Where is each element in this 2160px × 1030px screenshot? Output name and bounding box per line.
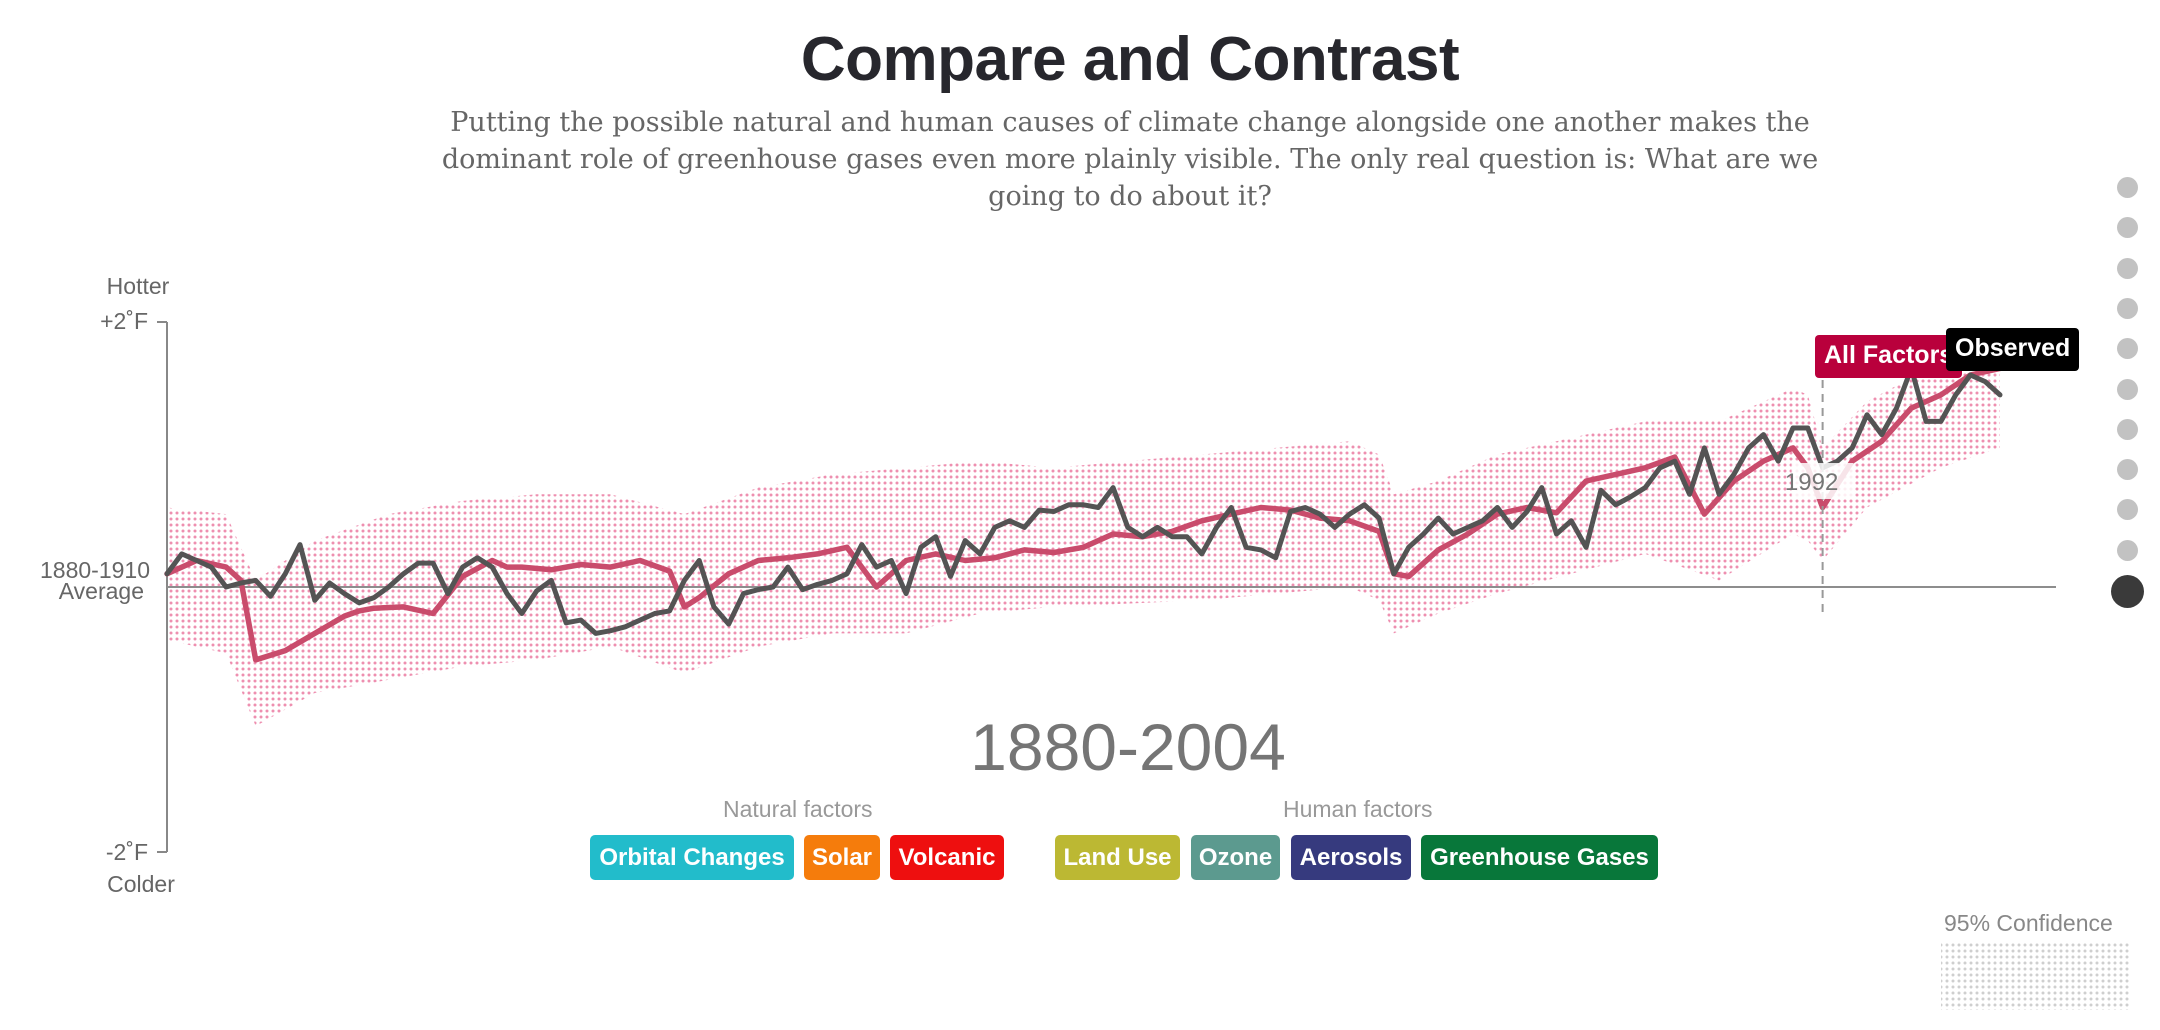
- y-label-baseline-1: 1880-1910: [40, 557, 150, 583]
- observed-label: Observed: [1946, 328, 2080, 371]
- ozone-button[interactable]: Ozone: [1191, 835, 1280, 880]
- year-marker-layer: 1992: [1785, 366, 1854, 616]
- step-dot-10[interactable]: [2117, 539, 2138, 561]
- confidence-legend-label: 95% Confidence: [1944, 910, 2113, 936]
- step-dot-2[interactable]: [2117, 217, 2138, 239]
- aerosols-button[interactable]: Aerosols: [1291, 835, 1411, 880]
- human-factors-heading: Human factors: [1283, 796, 1433, 822]
- step-dot-11[interactable]: [2111, 575, 2144, 608]
- page-subtitle: Putting the possible natural and human c…: [441, 107, 1819, 212]
- step-dot-3[interactable]: [2117, 257, 2138, 279]
- orbital-changes-button[interactable]: Orbital Changes: [590, 835, 794, 880]
- step-dot-5[interactable]: [2117, 338, 2138, 360]
- step-dot-8[interactable]: [2117, 459, 2138, 481]
- confidence-legend-swatch: [1941, 942, 2129, 1010]
- greenhouse-gases-button[interactable]: Greenhouse Gases: [1421, 835, 1658, 880]
- all-factors-line: [164, 365, 2003, 663]
- period-label: 1880-2004: [970, 710, 1286, 784]
- y-label-hotter: Hotter: [107, 273, 170, 299]
- all-factors-label: All Factors: [1815, 335, 1963, 378]
- axis-layer: Hotter +2˚F 1880-1910 Average -2˚F Colde…: [40, 273, 2056, 897]
- step-dot-6[interactable]: [2117, 378, 2138, 400]
- y-label-baseline-2: Average: [59, 578, 144, 604]
- solar-button[interactable]: Solar: [804, 835, 880, 880]
- year-marker-label: 1992: [1785, 469, 1838, 496]
- year-marker-background: [1791, 463, 1854, 499]
- natural-factors-heading: Natural factors: [723, 796, 873, 822]
- page-title: Compare and Contrast: [800, 25, 1460, 94]
- step-dot-4[interactable]: [2117, 297, 2138, 319]
- confidence-band: [167, 341, 2000, 727]
- confidence-band-layer: [167, 341, 2000, 727]
- series-line-layer: [164, 365, 2003, 663]
- y-tick-label-bottom: -2˚F: [106, 839, 148, 865]
- observed-line: [164, 365, 2003, 636]
- volcanic-button[interactable]: Volcanic: [890, 835, 1004, 880]
- step-dot-9[interactable]: [2117, 499, 2138, 521]
- step-dot-7[interactable]: [2117, 418, 2138, 440]
- step-dot-1[interactable]: [2117, 177, 2138, 198]
- y-label-colder: Colder: [107, 871, 175, 897]
- land-use-button[interactable]: Land Use: [1055, 835, 1180, 880]
- y-tick-label-top: +2˚F: [100, 308, 148, 334]
